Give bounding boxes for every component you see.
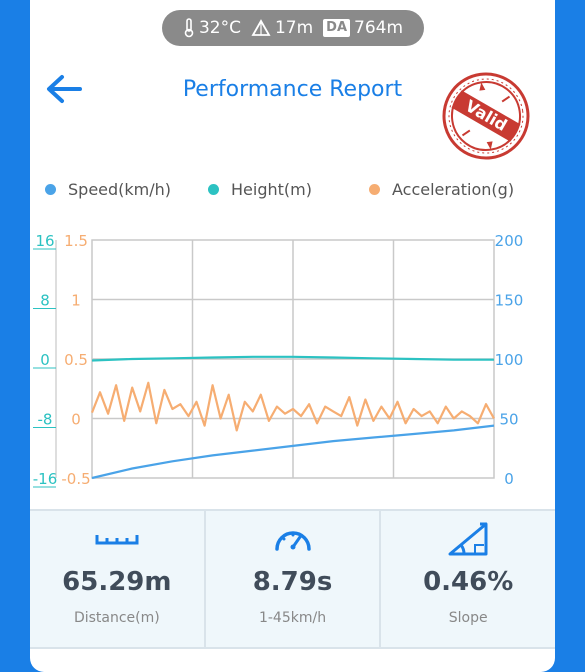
legend-speed[interactable]: Speed(km/h)	[45, 180, 171, 199]
back-arrow-icon[interactable]	[44, 72, 84, 106]
thermometer-icon	[184, 18, 194, 38]
acceleration-series-line	[90, 381, 495, 432]
acceleration-time-value: 8.79s	[252, 567, 333, 597]
stat-acceleration-time: 8.79s 1-45km/h	[203, 511, 380, 647]
acceleration-tick-label: -0.5	[61, 470, 90, 488]
acceleration-tick-label: 0.5	[64, 351, 88, 369]
altitude-value: 17m	[274, 18, 314, 38]
page-title: Performance Report	[182, 77, 403, 102]
performance-chart: 16 8 0 -8 -16 1.5 1 0.5 0 -0.5 200 150 100 50 0	[33, 232, 524, 488]
height-tick-label: -8	[38, 411, 53, 429]
distance-value: 65.29m	[62, 567, 172, 597]
height-series-line	[91, 355, 494, 362]
environment-pill: 32°C 17m DA 764m	[162, 10, 424, 46]
legend-label-speed: Speed(km/h)	[68, 180, 172, 199]
speed-tick-label: 100	[495, 351, 524, 369]
valid-stamp-icon: Valid	[442, 72, 530, 160]
acceleration-legend-dot	[369, 184, 380, 195]
temperature-value: 32°C	[198, 18, 241, 38]
acceleration-time-label: 1-45km/h	[258, 610, 327, 626]
legend-acceleration[interactable]: Acceleration(g)	[369, 180, 514, 199]
legend-label-height: Height(m)	[231, 180, 312, 199]
speed-legend-dot	[45, 184, 56, 195]
stat-distance: 65.29m Distance(m)	[30, 511, 204, 647]
speed-tick-label: 50	[499, 411, 518, 429]
stat-slope: 0.46% Slope	[379, 511, 555, 647]
temperature-item: 32°C	[183, 18, 241, 38]
altitude-item: 17m	[251, 18, 313, 38]
mountain-icon	[251, 19, 271, 36]
distance-label: Distance(m)	[73, 610, 160, 626]
height-tick-label: 16	[35, 232, 54, 250]
speed-tick-label: 150	[495, 292, 524, 310]
acceleration-tick-label: 1	[71, 292, 81, 310]
height-tick-label: -16	[33, 470, 58, 488]
slope-value: 0.46%	[423, 567, 514, 597]
slope-label: Slope	[448, 610, 488, 626]
stats-panel: 65.29m Distance(m) 8.79s 1-45km/h 0.46% …	[30, 509, 555, 649]
speedometer-icon	[274, 531, 311, 551]
da-badge: DA	[323, 19, 351, 37]
speed-tick-label: 200	[495, 232, 524, 250]
legend-label-acceleration: Acceleration(g)	[392, 180, 515, 199]
slope-icon	[448, 522, 488, 556]
height-tick-label: 0	[40, 351, 50, 369]
speed-tick-label: 0	[504, 470, 514, 488]
density-altitude-item: DA 764m	[323, 18, 403, 38]
speed-series-line	[91, 424, 495, 480]
acceleration-tick-label: 1.5	[64, 232, 88, 250]
legend-height[interactable]: Height(m)	[208, 180, 312, 199]
ruler-icon	[95, 535, 139, 545]
density-altitude-value: 764m	[354, 18, 404, 38]
acceleration-tick-label: 0	[71, 411, 81, 429]
height-legend-dot	[208, 184, 219, 195]
height-tick-label: 8	[40, 292, 50, 310]
